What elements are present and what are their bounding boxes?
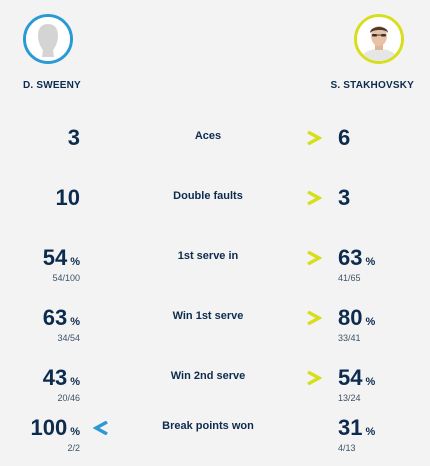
stat-label: Double faults [173,190,243,202]
stat-label: Aces [194,130,222,142]
stat-right: 6 [338,126,428,150]
chevron-right-icon [306,131,322,145]
stat-right-detail: 4/13 [338,443,356,453]
stat-label: 1st serve in [177,250,239,262]
stat-right-value: 54 [338,365,363,390]
avatar-placeholder-icon [23,14,73,64]
stat-label: Win 1st serve [172,310,244,322]
stat-right-unit: % [365,376,376,388]
stat-row-first-serve-in: 54% 54/100 1st serve in 63% 41/65 [0,236,430,296]
stat-right-value: 31 [338,415,363,440]
chevron-right-icon [306,311,322,325]
stat-left-value: 54 [42,245,68,270]
stat-row-win-second-serve: 43% 20/46 Win 2nd serve 54% 13/24 [0,356,430,416]
stat-left: 54% 54/100 [0,246,80,284]
stat-right: 3 [338,186,428,210]
players-header: D. SWEENY S. STAKHOVSKY [0,0,430,106]
stat-left-value: 10 [55,185,80,210]
stat-left-detail: 34/54 [57,333,80,343]
player-left-name: D. SWEENY [23,80,81,91]
stat-right-detail: 13/24 [338,393,361,403]
stat-right: 54% 13/24 [338,366,428,404]
stat-left-detail: 2/2 [67,443,80,453]
chevron-left-icon [93,421,109,435]
stat-right-unit: % [365,316,376,328]
stat-right-detail: 41/65 [338,273,361,283]
stat-left: 43% 20/46 [0,366,80,404]
stat-label: Break points won [162,420,254,432]
stat-row-break-points-won: 100% 2/2 Break points won 31% 4/13 [0,406,430,466]
stat-right: 31% 4/13 [338,416,428,454]
stat-row-aces: 3 Aces 6 [0,116,430,176]
stat-left-value: 63 [42,305,68,330]
stat-row-win-first-serve: 63% 34/54 Win 1st serve 80% 33/41 [0,296,430,356]
stat-right-value: 6 [338,125,351,150]
stat-left-unit: % [70,256,80,268]
stat-left: 3 [0,126,80,150]
chevron-right-icon [306,191,322,205]
stat-left-unit: % [70,316,80,328]
stat-right-unit: % [365,426,376,438]
stat-right-value: 3 [338,185,351,210]
stat-row-double-faults: 10 Double faults 3 [0,176,430,236]
stat-label: Win 2nd serve [170,370,246,382]
stat-left-value: 43 [42,365,68,390]
stat-left: 63% 34/54 [0,306,80,344]
stat-left-value: 3 [67,125,80,150]
stat-left-value: 100 [30,415,68,440]
stat-left: 10 [0,186,80,210]
stat-left-unit: % [70,376,80,388]
stat-right-unit: % [365,256,376,268]
stat-right-value: 80 [338,305,363,330]
chevron-right-icon [306,371,322,385]
chevron-right-icon [306,251,322,265]
stat-left: 100% 2/2 [0,415,81,454]
stat-right-value: 63 [338,245,363,270]
stat-right-detail: 33/41 [338,333,361,343]
stat-left-detail: 54/100 [52,273,80,283]
stat-left-detail: 20/46 [57,393,80,403]
stat-right: 63% 41/65 [338,246,428,284]
avatar-photo [354,14,404,64]
stat-right: 80% 33/41 [338,306,428,344]
stat-left-unit: % [70,426,80,438]
player-right-name: S. STAKHOVSKY [330,80,414,91]
